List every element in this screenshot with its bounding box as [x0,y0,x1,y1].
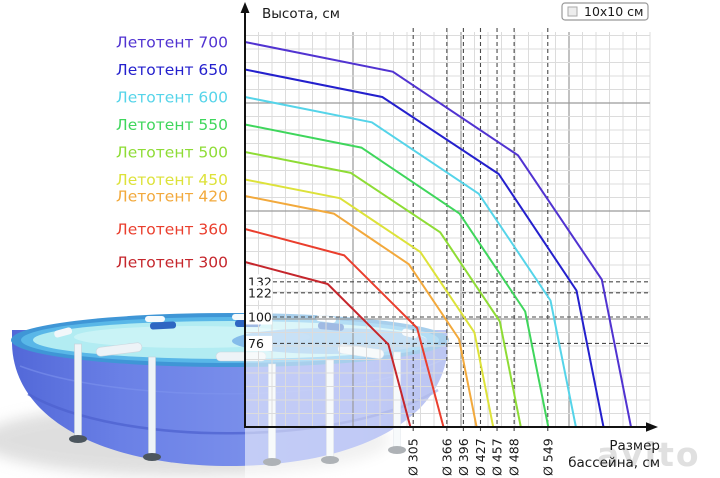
x-tick-label-396: Ø 396 [456,438,471,476]
pool-foot [69,435,87,443]
pool-leg [148,356,156,457]
series-line-650 [244,68,605,428]
x-tick-label-457: Ø 457 [490,438,505,476]
y-axis-arrow-icon [240,2,250,13]
x-tick-label-488: Ø 488 [507,438,522,476]
series-line-360 [244,228,445,428]
y-tick-label-bg-76 [246,335,272,351]
legend: 10x10 см [561,2,649,21]
x-tick-label-305: Ø 305 [406,438,421,476]
x-axis-title-line2: бассейна, см [568,455,660,471]
series-line-450 [244,178,495,428]
series-label-650: Летотент 650 [116,61,228,79]
legend-box [561,2,649,21]
x-tick-label-366: Ø 366 [439,438,454,476]
watermark: avito [597,435,701,474]
series-label-500: Летотент 500 [116,144,228,162]
series-line-700 [244,41,632,428]
rim-cap-white [145,316,165,322]
series-label-550: Летотент 550 [116,116,228,134]
grid [245,32,651,427]
grid-square-icon [567,6,578,17]
y-tick-label-bg-100 [246,309,272,325]
series-label-360: Летотент 360 [116,221,228,239]
pool-foot [143,453,161,461]
y-axis-title: Высота, см [262,6,340,22]
x-tick-label-549: Ø 549 [540,438,555,476]
x-axis-title-line1: Размер [609,438,660,454]
x-axis-arrow-icon [646,422,658,432]
legend-label: 10x10 см [584,4,644,19]
series-label-420: Летотент 420 [116,188,228,206]
y-tick-label-bg-122 [246,285,272,301]
y-tick-label-122: 122 [248,285,272,300]
series-curves [244,41,632,428]
rim-cap-white [54,327,73,338]
axes: Высота, см [240,2,658,432]
y-tick-label-76: 76 [248,336,264,351]
y-tick-label-100: 100 [248,310,272,325]
x-tick-label-427: Ø 427 [473,438,488,476]
series-line-600 [244,96,577,428]
series-line-550 [244,123,550,428]
rim-joint-dark [150,321,177,330]
series-line-500 [244,151,522,428]
rim-rail-white [95,342,143,357]
series-line-420 [244,195,478,428]
series-label-300: Летотент 300 [116,254,228,272]
chart-backdrop-overlay [245,0,720,478]
pool-leg [74,343,82,439]
series-labels: Летотент 700 Летотент 650 Летотент 600 Лето… [116,34,228,272]
series-label-450: Летотент 450 [116,171,228,189]
series-label-600: Летотент 600 [116,89,228,107]
series-label-700: Летотент 700 [116,34,228,52]
series-line-300 [244,261,412,428]
